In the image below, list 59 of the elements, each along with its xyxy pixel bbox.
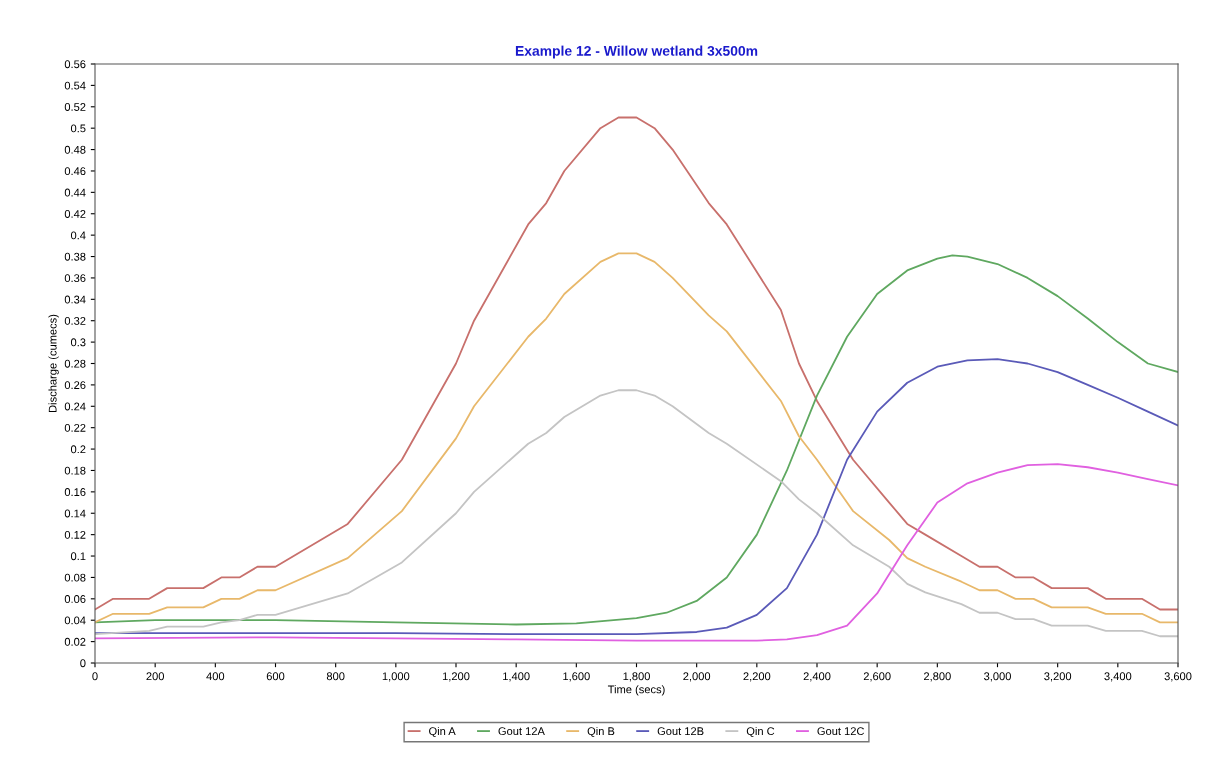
y-tick-label: 0.26 (64, 381, 86, 390)
x-tick-label: 800 (326, 672, 345, 681)
y-tick-label: 0.08 (64, 573, 86, 582)
y-tick-label: 0.4 (70, 231, 86, 240)
x-tick-label: 400 (206, 672, 225, 681)
y-tick-label: 0.06 (64, 595, 86, 603)
x-tick-label: 2,000 (683, 672, 711, 682)
legend-label: Qin A (429, 726, 456, 738)
y-tick-label: 0.32 (64, 316, 86, 325)
x-tick-label: 0 (92, 672, 98, 681)
x-tick-label: 600 (266, 672, 285, 681)
x-tick-label: 1,800 (623, 672, 650, 682)
y-tick-label: 0.38 (64, 252, 86, 261)
y-tick-label: 0.24 (64, 402, 86, 411)
legend-label: Gout 12C (817, 727, 865, 736)
x-tick-label: 3,200 (1044, 672, 1072, 682)
x-tick-label: 1,000 (382, 672, 410, 682)
x-tick-label: 2,200 (743, 672, 771, 682)
legend-label: Qin C (746, 726, 775, 738)
legend-label: Gout 12A (498, 727, 545, 736)
chart-title: Example 12 - Willow wetland 3x500m (515, 45, 758, 59)
y-tick-label: 0.46 (64, 167, 86, 176)
x-tick-label: 2,400 (803, 672, 831, 682)
line-series (95, 463, 1178, 642)
y-tick-label: 0.18 (64, 466, 86, 475)
y-tick-label: 0.12 (64, 530, 86, 539)
y-axis-title: Discharge (cumecs) (48, 314, 59, 412)
x-tick-label: 3,000 (984, 672, 1011, 682)
x-tick-label: 1,200 (442, 672, 470, 682)
y-tick-label: 0.04 (64, 616, 86, 625)
y-tick-label: 0.44 (64, 188, 86, 197)
y-tick-label: 0.1 (70, 552, 86, 561)
y-tick-label: 0.3 (70, 338, 86, 347)
y-tick-label: 0.02 (64, 637, 86, 646)
y-tick-label: 0.5 (70, 124, 86, 133)
y-tick-label: 0 (80, 659, 86, 668)
y-tick-label: 0.36 (64, 274, 86, 283)
x-tick-label: 2,800 (923, 672, 951, 682)
y-tick-label: 0.42 (64, 210, 86, 218)
y-tick-label: 0.2 (70, 445, 86, 454)
y-tick-label: 0.48 (64, 145, 86, 154)
y-tick-label: 0.52 (64, 103, 86, 111)
y-tick-label: 0.54 (64, 81, 86, 90)
line-series (95, 116, 1178, 611)
y-tick-label: 0.16 (64, 488, 86, 496)
y-tick-label: 0.28 (64, 359, 86, 368)
x-tick-label: 1,400 (503, 672, 530, 682)
legend-label: Gout 12B (657, 727, 704, 736)
y-tick-label: 0.56 (64, 60, 86, 69)
y-tick-label: 0.14 (64, 509, 86, 518)
x-tick-label: 2,600 (863, 672, 891, 682)
y-tick-label: 0.34 (64, 295, 86, 304)
x-tick-label: 3,400 (1104, 672, 1132, 682)
legend-label: Qin B (587, 726, 615, 738)
x-tick-label: 200 (146, 672, 164, 681)
x-tick-label: 1,600 (563, 672, 590, 682)
y-tick-label: 0.22 (64, 423, 86, 432)
x-axis-title: Time (secs) (607, 685, 665, 696)
x-tick-label: 3,600 (1164, 672, 1192, 682)
